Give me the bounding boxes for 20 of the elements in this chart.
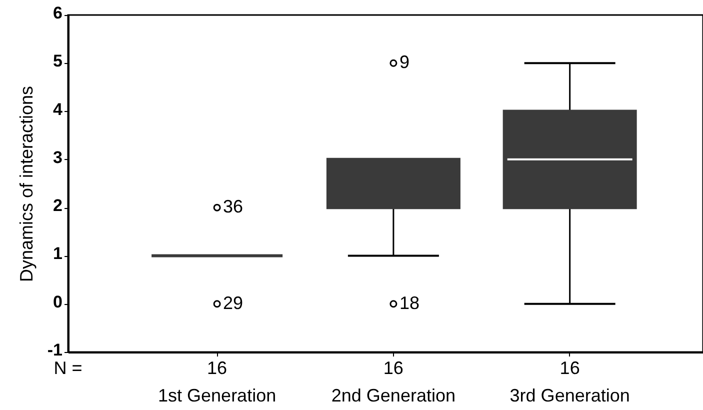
x-tick-label: 3rd Generation — [510, 386, 630, 406]
annotation: 18 — [399, 292, 420, 313]
annotation: 9 — [399, 52, 410, 72]
text: 16 — [207, 358, 228, 378]
x-tick-label: 2nd Generation — [331, 386, 456, 406]
y-tick-label: 1 — [53, 244, 62, 264]
y-axis-title: Dynamics of interactions — [16, 86, 36, 282]
y-tick-label: -1 — [47, 340, 62, 360]
y-tick-label: 5 — [53, 52, 62, 71]
y-tick-label: 4 — [53, 100, 64, 119]
y-tick-label: 6 — [53, 4, 62, 22]
y-tick-label: 3 — [53, 148, 62, 167]
text: N = — [54, 358, 82, 378]
annotation: 29 — [223, 292, 244, 313]
y-tick-label: 2 — [53, 196, 62, 216]
x-tick-label: 1st Generation — [158, 386, 276, 406]
annotation: 36 — [223, 196, 244, 217]
y-tick-label: 0 — [53, 292, 62, 312]
text: 16 — [560, 358, 580, 378]
text: 16 — [383, 358, 404, 378]
